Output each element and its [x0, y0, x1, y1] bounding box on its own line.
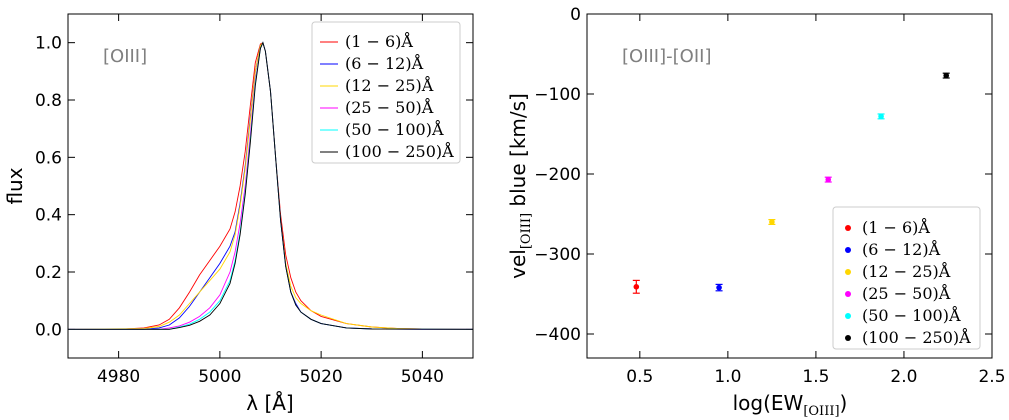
velocity-xtick-label: 0.5 — [626, 367, 653, 387]
spectrum-xtick-label: 4980 — [97, 367, 140, 387]
spectrum-legend-label: (1 − 6)Å — [345, 31, 413, 51]
velocity-legend-box — [832, 206, 981, 350]
spectrum-legend-label: (6 − 12)Å — [345, 53, 424, 73]
spectrum-ytick-label: 0.4 — [35, 206, 62, 226]
velocity-legend-label: (12 − 25)Å — [862, 261, 951, 281]
velocity-point-1 — [716, 284, 722, 291]
spectrum-line-2 — [67, 41, 474, 330]
spectrum-panel: 4980 5000 5020 5040 0.0 0.2 0.4 0.6 0.8 1.0 [OIII… — [3, 13, 474, 415]
velocity-ytick-label: −300 — [534, 245, 581, 265]
velocity-point-4 — [878, 113, 884, 120]
spectrum-lines — [67, 41, 474, 330]
spectrum-legend-box — [311, 21, 461, 164]
spectrum-line-0 — [68, 42, 474, 330]
velocity-legend-marker — [845, 313, 851, 319]
velocity-annotation: [OIII]-[OII] — [622, 46, 711, 67]
spectrum-ylabel: flux — [3, 167, 27, 204]
velocity-points — [632, 72, 950, 294]
spectrum-ticks: 4980 5000 5020 5040 0.0 0.2 0.4 0.6 0.8 1.0 — [35, 14, 473, 387]
spectrum-annotation: [OIII] — [103, 46, 147, 67]
velocity-ytick-label: −400 — [534, 325, 581, 345]
velocity-xlabel: log(EW[OIII]) — [733, 391, 848, 419]
velocity-legend-marker — [845, 225, 851, 231]
velocity-xtick-label: 1.0 — [714, 367, 741, 387]
velocity-ytick-label: −200 — [534, 165, 581, 185]
spectrum-legend-label: (50 − 100)Å — [345, 119, 444, 139]
velocity-ticks: 0.5 1.0 1.5 2.0 2.5 0 −100 −200 −300 −400 — [534, 5, 1005, 387]
velocity-xtick-label: 2.5 — [978, 367, 1005, 387]
spectrum-ytick-label: 0.0 — [35, 320, 62, 340]
velocity-xtick-label: 2.0 — [890, 367, 917, 387]
velocity-point-5 — [943, 72, 950, 79]
velocity-legend-label: (6 − 12)Å — [862, 239, 941, 259]
velocity-ylabel-subscript: [OIII] — [519, 213, 534, 249]
spectrum-ytick-label: 1.0 — [35, 34, 62, 54]
spectrum-legend-label: (100 − 250)Å — [345, 141, 454, 161]
velocity-legend-marker — [845, 269, 851, 275]
spectrum-legend-label: (12 − 25)Å — [345, 75, 434, 95]
velocity-legend: (1 − 6)Å(6 − 12)Å(12 − 25)Å(25 − 50)Å(50… — [832, 206, 981, 350]
velocity-frame — [586, 13, 993, 359]
spectrum-line-5 — [68, 41, 474, 330]
velocity-ylabel: vel[OIII] blue [km/s] — [506, 93, 534, 279]
velocity-point-0 — [633, 284, 640, 290]
velocity-ytick-label: 0 — [570, 5, 581, 25]
spectrum-legend-label: (25 − 50)Å — [345, 97, 434, 117]
velocity-panel: 0.5 1.0 1.5 2.0 2.5 0 −100 −200 −300 −400 [OIII]-… — [506, 5, 1006, 419]
spectrum-ytick-label: 0.2 — [35, 263, 62, 283]
velocity-ytick-label: −100 — [534, 85, 581, 105]
velocity-point-3 — [825, 176, 832, 183]
velocity-legend-label: (50 − 100)Å — [862, 305, 961, 325]
velocity-legend-marker — [845, 247, 851, 253]
velocity-legend-label: (100 − 250)Å — [862, 327, 971, 347]
spectrum-frame — [67, 13, 474, 359]
spectrum-legend: (1 − 6)Å(6 − 12)Å(12 − 25)Å(25 − 50)Å(50… — [311, 21, 461, 164]
velocity-legend-marker — [845, 291, 851, 297]
velocity-legend-marker — [845, 335, 851, 341]
spectrum-ytick-label: 0.8 — [35, 91, 62, 111]
spectrum-xtick-label: 5020 — [299, 367, 342, 387]
spectrum-xtick-label: 5040 — [401, 367, 444, 387]
velocity-legend-label: (25 − 50)Å — [862, 283, 951, 303]
velocity-point-2 — [769, 219, 775, 225]
spectrum-xtick-label: 5000 — [198, 367, 241, 387]
spectrum-ytick-label: 0.6 — [35, 148, 62, 168]
spectrum-xlabel: λ [Å] — [246, 391, 293, 415]
velocity-xtick-label: 1.5 — [802, 367, 829, 387]
velocity-xlabel-subscript: [OIII] — [803, 404, 839, 419]
velocity-legend-label: (1 − 6)Å — [862, 217, 930, 237]
